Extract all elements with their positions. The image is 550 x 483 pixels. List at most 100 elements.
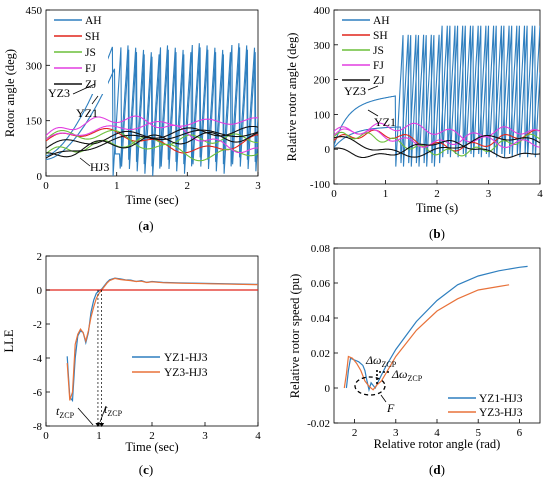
zcp-markers (95, 290, 105, 427)
ticks-c: 0 1 2 3 4 -8 -6 -4 -2 0 2 (33, 251, 261, 442)
x-tick-d-3: 5 (475, 427, 481, 439)
legend-a-SH: SH (85, 31, 100, 43)
series-line-a-6 (46, 117, 258, 140)
panel-d: 2 3 4 5 6 -0.02 0 0.02 0.04 0.06 0.08 Relative rot… (288, 243, 541, 477)
panel-a: 0 1 2 3 0 150 300 450 Time (sec) Rotor a… (3, 5, 261, 233)
annot-a-YZ3: YZ3 (48, 86, 70, 100)
y-tick-c-3: -2 (33, 319, 42, 331)
y-tick-b-5: 400 (314, 5, 331, 17)
series-line-a-2 (46, 127, 258, 154)
annot-a-YZ1: YZ1 (76, 106, 98, 120)
x-tick-d-4: 6 (517, 427, 523, 439)
series-line-a-3 (46, 129, 258, 162)
series-line-b-3 (334, 131, 540, 157)
legend-b-FJ: FJ (373, 60, 384, 72)
panel-label-b: (b) (429, 226, 445, 241)
x-tick-a-2: 2 (185, 180, 191, 192)
x-tick-d-1: 3 (393, 427, 399, 439)
y-ticks-b: -100 0 100 200 300 400 (310, 5, 331, 191)
annot-d-dw1: ΔωZCP (365, 353, 397, 369)
legend-a-AH: AH (85, 15, 102, 27)
zcp-arrow-0 (95, 423, 101, 427)
y-tick-b-4: 300 (314, 40, 331, 52)
y-tick-b-3: 200 (314, 75, 331, 87)
y-tick-c-0: -8 (33, 421, 43, 433)
x-tick-c-1: 1 (96, 430, 102, 442)
series-line-c-1 (66, 277, 259, 401)
series-group-a (46, 43, 258, 176)
ticks-d: 2 3 4 5 6 -0.02 0 0.02 0.04 0.06 0.08 (307, 243, 523, 439)
series-line-a-1 (46, 43, 258, 169)
x-tick-c-3: 3 (202, 430, 208, 442)
legend-c-1: YZ3-HJ3 (164, 367, 208, 379)
y-tick-b-1: 0 (325, 144, 331, 156)
zcp-arrow-1 (99, 423, 105, 427)
legend-b-AH: AH (373, 15, 390, 27)
legend-b-SH: SH (373, 30, 388, 42)
series-line-b-7 (334, 139, 540, 159)
x-axis-label-b: Time (s) (416, 201, 458, 215)
y-tick-a-150: 150 (26, 116, 43, 128)
legend-b-JS: JS (373, 45, 384, 57)
series-line-a-7 (46, 125, 258, 149)
series-line-d-1 (343, 284, 510, 391)
y-axis-label-a: Rotor angle (deg) (3, 49, 17, 137)
series-group-c (46, 277, 259, 403)
panel-label-d: (d) (429, 462, 445, 477)
x-tick-c-2: 2 (149, 430, 155, 442)
series-line-b-6 (334, 134, 540, 158)
annot-d-dw2: ΔωZCP (391, 367, 423, 383)
region-F-ellipse (354, 376, 386, 396)
y-tick-d-2: 0.02 (311, 348, 330, 360)
y-tick-d-4: 0.06 (311, 278, 331, 290)
series-line-b-0 (334, 25, 540, 167)
x-tick-b-0: 0 (331, 188, 337, 200)
x-tick-c-4: 4 (255, 430, 261, 442)
x-tick-a-0: 0 (43, 180, 49, 192)
y-tick-a-0: 0 (37, 171, 43, 183)
x-axis-label-d: Relative rotor angle (rad) (374, 437, 501, 451)
x-tick-d-2: 4 (434, 427, 440, 439)
y-tick-c-2: -4 (33, 353, 43, 365)
x-tick-a-1: 1 (114, 180, 120, 192)
legend-c: YZ1-HJ3 YZ3-HJ3 (132, 352, 208, 379)
y-tick-c-4: 0 (37, 285, 43, 297)
legend-c-0: YZ1-HJ3 (164, 352, 208, 364)
y-tick-a-300: 300 (26, 60, 43, 72)
series-line-b-4 (334, 122, 540, 149)
legend-a-JS: JS (85, 47, 96, 59)
x-tick-a-3: 3 (255, 180, 261, 192)
y-tick-b-2: 100 (314, 109, 331, 121)
ticks-a (45, 9, 259, 177)
annot-c-t2: tZCP (104, 402, 123, 418)
y-tick-d-5: 0.08 (311, 243, 331, 255)
x-tick-b-4: 4 (537, 188, 543, 200)
x-tick-b-2: 2 (434, 188, 440, 200)
panel-c: 0 1 2 3 4 -8 -6 -4 -2 0 2 Time (sec) LLE YZ1-HJ3 Y… (2, 251, 261, 477)
y-tick-c-5: 2 (37, 251, 43, 263)
x-tick-c-0: 0 (43, 430, 49, 442)
annot-b-YZ1: YZ1 (374, 115, 396, 129)
legend-a-ZJ: ZJ (85, 79, 97, 91)
panel-label-a: (a) (138, 218, 153, 233)
legend-b-ZJ: ZJ (373, 75, 385, 87)
y-tick-d-1: 0 (325, 383, 331, 395)
y-tick-b-0: -100 (310, 179, 331, 191)
x-tick-d-0: 2 (352, 427, 358, 439)
legend-a-FJ: FJ (85, 63, 96, 75)
series-line-b-5 (334, 126, 540, 148)
y-axis-label-b: Relative rotor angle (deg) (285, 33, 299, 162)
y-tick-a-450: 450 (26, 5, 43, 17)
y-tick-d-3: 0.04 (311, 313, 331, 325)
annot-b-YZ3: YZ3 (344, 84, 366, 98)
x-tick-b-1: 1 (383, 188, 389, 200)
legend-d-0: YZ1-HJ3 (479, 393, 523, 405)
legend-b: AH SH JS FJ ZJ (338, 12, 396, 90)
x-axis-label-c: Time (sec) (125, 440, 178, 454)
annot-c-t1: tZCP (56, 404, 75, 420)
annot-a-HJ3: HJ3 (90, 160, 109, 174)
legend-d: YZ1-HJ3 YZ3-HJ3 (448, 393, 523, 419)
y-tick-d-0: -0.02 (307, 418, 330, 430)
